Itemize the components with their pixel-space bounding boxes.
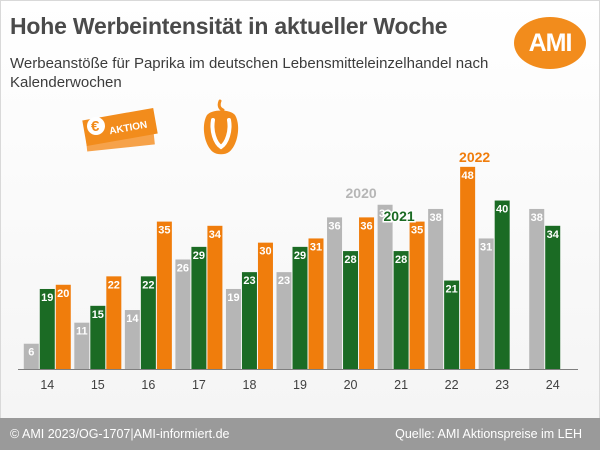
data-label-2021-kw19: 29 <box>294 250 306 262</box>
data-label-2022-kw22: 48 <box>462 170 474 182</box>
bar-2021-kw16 <box>140 276 156 369</box>
bar-2020-kw24 <box>529 208 545 369</box>
data-label-2021-kw17: 29 <box>193 250 205 262</box>
bar-2021-kw17 <box>191 246 207 369</box>
bar-2020-kw17 <box>175 259 191 369</box>
data-label-2021-kw15: 15 <box>92 309 104 321</box>
series-label-2022: 2022 <box>459 149 490 165</box>
bar-2020-kw22 <box>428 208 444 369</box>
bar-2021-kw19 <box>292 246 308 369</box>
bar-2021-kw24 <box>545 225 561 369</box>
bar-2020-kw15 <box>74 322 90 369</box>
x-tick-label-kw23: 23 <box>495 378 509 392</box>
bar-2022-kw16 <box>156 221 172 369</box>
ami-logo: AMI <box>514 17 586 69</box>
x-tick-label-kw22: 22 <box>445 378 459 392</box>
footer-copyright: © AMI 2023/OG-1707|AMI-informiert.de <box>10 427 230 441</box>
bar-2021-kw18 <box>241 272 257 369</box>
bar-2020-kw21 <box>377 204 393 369</box>
bar-chart: 6 19 20 14 11 15 22 15 14 22 35 16 26 29 34 17 19 23 30 18 2… <box>18 149 578 392</box>
bar-2021-kw20 <box>343 251 359 369</box>
bar-2022-kw14 <box>55 284 71 369</box>
bar-2020-kw14 <box>23 343 39 369</box>
bar-2022-kw19 <box>308 238 324 369</box>
bar-2021-kw23 <box>494 200 510 369</box>
bar-2021-kw22 <box>444 280 460 369</box>
bar-2022-kw15 <box>106 276 122 369</box>
data-label-2020-kw16: 14 <box>126 313 139 325</box>
bar-2020-kw16 <box>124 310 140 369</box>
x-tick-label-kw14: 14 <box>40 378 54 392</box>
data-label-2022-kw14: 20 <box>57 288 69 300</box>
x-tick-label-kw17: 17 <box>192 378 206 392</box>
data-label-2020-kw14: 6 <box>28 347 34 359</box>
pepper-icon <box>203 99 239 155</box>
data-label-2021-kw14: 19 <box>41 292 53 304</box>
data-label-2020-kw18: 19 <box>227 292 239 304</box>
series-label-2021: 2021 <box>384 208 415 224</box>
data-label-2021-kw16: 22 <box>142 279 154 291</box>
bar-2020-kw20 <box>327 217 343 369</box>
bar-2022-kw21 <box>409 221 425 369</box>
bar-2021-kw21 <box>393 251 409 369</box>
footer-source: Quelle: AMI Aktionspreise im LEH <box>395 427 582 441</box>
data-label-2022-kw16: 35 <box>158 225 170 237</box>
data-label-2021-kw23: 40 <box>496 204 508 216</box>
data-label-2021-kw18: 23 <box>243 275 255 287</box>
data-label-2020-kw17: 26 <box>177 263 189 275</box>
bar-2022-kw17 <box>207 225 223 369</box>
data-label-2021-kw22: 21 <box>446 284 458 296</box>
data-label-2020-kw15: 11 <box>76 326 88 338</box>
data-label-2020-kw23: 31 <box>480 241 492 253</box>
data-label-2022-kw21: 35 <box>411 225 423 237</box>
data-label-2021-kw21: 28 <box>395 254 407 266</box>
bar-2022-kw20 <box>359 217 375 369</box>
promo-symbol: € <box>91 118 100 135</box>
data-label-2022-kw20: 36 <box>360 220 372 232</box>
bar-2020-kw18 <box>225 288 241 369</box>
series-label-2020: 2020 <box>346 185 377 201</box>
bar-2022-kw18 <box>257 242 273 369</box>
data-label-2022-kw18: 30 <box>259 246 271 258</box>
data-label-2020-kw19: 23 <box>278 275 290 287</box>
page-subtitle: Werbeanstöße für Paprika im deutschen Le… <box>10 55 489 91</box>
x-tick-label-kw20: 20 <box>344 378 358 392</box>
promo-ticket-icon: € AKTION <box>82 107 158 152</box>
data-label-2022-kw19: 31 <box>310 241 322 253</box>
bar-2021-kw14 <box>39 288 55 369</box>
data-label-2020-kw20: 36 <box>328 220 340 232</box>
footer-bar: © AMI 2023/OG-1707|AMI-informiert.de Que… <box>0 418 600 450</box>
data-label-2022-kw15: 22 <box>108 279 120 291</box>
bar-2020-kw19 <box>276 272 292 369</box>
bar-2022-kw22 <box>460 166 476 369</box>
x-tick-label-kw24: 24 <box>546 378 560 392</box>
data-label-2021-kw20: 28 <box>344 254 356 266</box>
bar-2021-kw15 <box>90 305 106 369</box>
x-tick-label-kw19: 19 <box>293 378 307 392</box>
data-label-2020-kw22: 38 <box>430 212 442 224</box>
x-tick-label-kw18: 18 <box>243 378 257 392</box>
x-tick-label-kw16: 16 <box>141 378 155 392</box>
data-label-2022-kw17: 34 <box>209 229 222 241</box>
data-label-2020-kw24: 38 <box>531 212 543 224</box>
x-tick-label-kw21: 21 <box>394 378 408 392</box>
bar-2020-kw23 <box>478 238 494 369</box>
data-label-2020-kw21: 39 <box>379 208 391 220</box>
page-title: Hohe Werbeintensität in aktueller Woche <box>10 13 448 39</box>
x-tick-label-kw15: 15 <box>91 378 105 392</box>
data-label-2021-kw24: 34 <box>547 229 560 241</box>
